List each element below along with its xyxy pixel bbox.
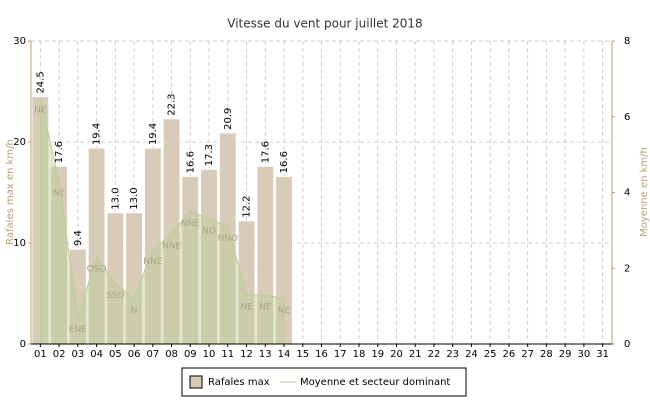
- y2-axis-title: Moyenne en km/h: [639, 147, 650, 237]
- legend-swatch: [189, 375, 203, 389]
- x-tick-label: 23: [446, 349, 459, 360]
- x-tick-label: 07: [146, 349, 159, 360]
- direction-label: NE: [53, 189, 66, 199]
- direction-label: N: [131, 306, 138, 316]
- x-tick-label: 18: [353, 349, 366, 360]
- direction-label: NE: [240, 302, 253, 312]
- x-tick-label: 29: [559, 349, 572, 360]
- x-tick-label: 03: [71, 349, 84, 360]
- x-tick-label: 27: [521, 349, 534, 360]
- x-tick-label: 20: [390, 349, 403, 360]
- data-label: 12.2: [242, 196, 253, 218]
- data-label: 19.4: [92, 123, 103, 145]
- data-label: 24.5: [35, 71, 46, 93]
- x-tick-label: 12: [240, 349, 253, 360]
- y-tick-label: 10: [13, 238, 26, 249]
- y-tick-label: 20: [13, 137, 26, 148]
- data-label: 9.4: [73, 230, 84, 246]
- x-tick-label: 30: [578, 349, 591, 360]
- x-tick-label: 24: [465, 349, 478, 360]
- direction-label: NNE: [162, 242, 181, 252]
- y2-tick-label: 8: [624, 36, 630, 47]
- x-tick-label: 26: [503, 349, 516, 360]
- data-label: 22.3: [167, 94, 178, 116]
- y-axis-title: Rafales max en km/h: [5, 139, 16, 245]
- direction-label: OSO: [87, 264, 107, 274]
- x-tick-label: 22: [428, 349, 441, 360]
- direction-label: ENE: [69, 325, 87, 335]
- direction-label: NNE: [143, 257, 162, 267]
- direction-label: NNE: [181, 219, 200, 229]
- x-tick-label: 17: [334, 349, 347, 360]
- data-label: 13.0: [129, 187, 140, 209]
- y2-tick-label: 0: [624, 339, 630, 350]
- x-tick-label: 19: [371, 349, 384, 360]
- direction-label: SSO: [106, 291, 125, 301]
- direction-label: NE: [259, 302, 272, 312]
- data-label: 17.6: [54, 141, 65, 163]
- x-tick-label: 31: [596, 349, 609, 360]
- x-tick-label: 02: [53, 349, 66, 360]
- x-tick-label: 04: [90, 349, 103, 360]
- direction-label: NE: [278, 306, 291, 316]
- data-label: 16.6: [185, 151, 196, 173]
- x-tick-label: 28: [540, 349, 553, 360]
- y-tick-label: 30: [13, 36, 26, 47]
- y2-tick-label: 6: [624, 112, 630, 123]
- direction-label: NNO: [218, 234, 239, 244]
- data-label: 20.9: [223, 108, 234, 130]
- area: [39, 97, 285, 345]
- chart-title: Vitesse du vent pour juillet 2018: [227, 17, 422, 31]
- y2-tick-label: 2: [624, 263, 630, 274]
- data-label: 19.4: [148, 123, 159, 145]
- x-tick-label: 25: [484, 349, 497, 360]
- direction-label: NE: [34, 105, 47, 115]
- legend-box: [181, 367, 467, 397]
- y2-tick-label: 4: [624, 188, 630, 199]
- data-label: 16.6: [279, 151, 290, 173]
- x-tick-label: 01: [34, 349, 47, 360]
- legend-label: Rafales max: [208, 377, 270, 388]
- data-label: 17.3: [204, 144, 215, 166]
- x-tick-label: 10: [203, 349, 216, 360]
- y-tick-label: 0: [20, 339, 26, 350]
- x-tick-label: 09: [184, 349, 197, 360]
- data-label: 13.0: [110, 187, 121, 209]
- x-tick-label: 08: [165, 349, 178, 360]
- x-tick-label: 15: [296, 349, 309, 360]
- x-tick-label: 05: [109, 349, 122, 360]
- legend-label: Moyenne et secteur dominant: [300, 377, 450, 388]
- data-label: 17.6: [260, 141, 271, 163]
- x-tick-label: 11: [221, 349, 234, 360]
- x-tick-label: 16: [315, 349, 328, 360]
- x-tick-label: 13: [259, 349, 272, 360]
- x-tick-label: 06: [128, 349, 141, 360]
- direction-label: NO: [202, 227, 216, 237]
- x-tick-label: 21: [409, 349, 422, 360]
- x-tick-label: 14: [278, 349, 291, 360]
